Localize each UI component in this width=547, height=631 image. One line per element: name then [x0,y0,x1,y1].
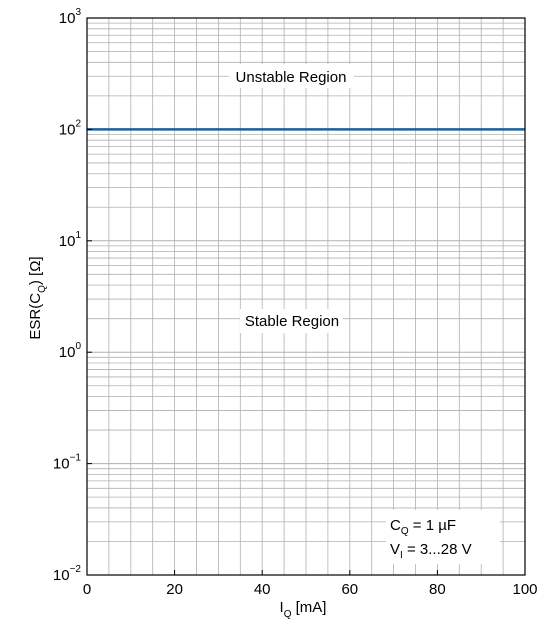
y-tick-labels: 103 102 101 100 10−1 10−2 [53,7,92,584]
x-tick-labels: 0 20 40 60 80 100 [83,570,538,598]
x-tick-label: 40 [254,581,271,598]
y-tick-label: 102 [59,118,82,138]
y-tick-label: 103 [59,7,82,27]
x-tick-label: 100 [512,581,537,598]
plot-frame [86,17,526,576]
x-tick-label: 0 [83,581,91,598]
y-tick-label: 100 [59,341,82,361]
x-tick-label: 80 [429,581,446,598]
condition-vi: VI = 3...28 V [390,541,472,561]
y-tick-label: 10−1 [53,453,82,473]
x-axis-title: IQ [mA] [280,599,327,620]
x-tick-label: 60 [341,581,358,598]
grid [86,18,526,576]
unstable-region-label: Unstable Region [236,69,347,86]
condition-cq: CQ = 1 µF [390,517,456,537]
y-axis-title: ESR(CQ) [Ω] [27,256,48,339]
y-tick-label: 10−2 [53,564,82,584]
stable-region-annotation: Stable Region [240,309,343,333]
stable-region-label: Stable Region [245,313,339,330]
unstable-region-annotation: Unstable Region [229,64,354,88]
y-tick-label: 101 [59,230,82,250]
x-tick-label: 20 [166,581,183,598]
conditions-annotation: CQ = 1 µF VI = 3...28 V [386,510,500,564]
